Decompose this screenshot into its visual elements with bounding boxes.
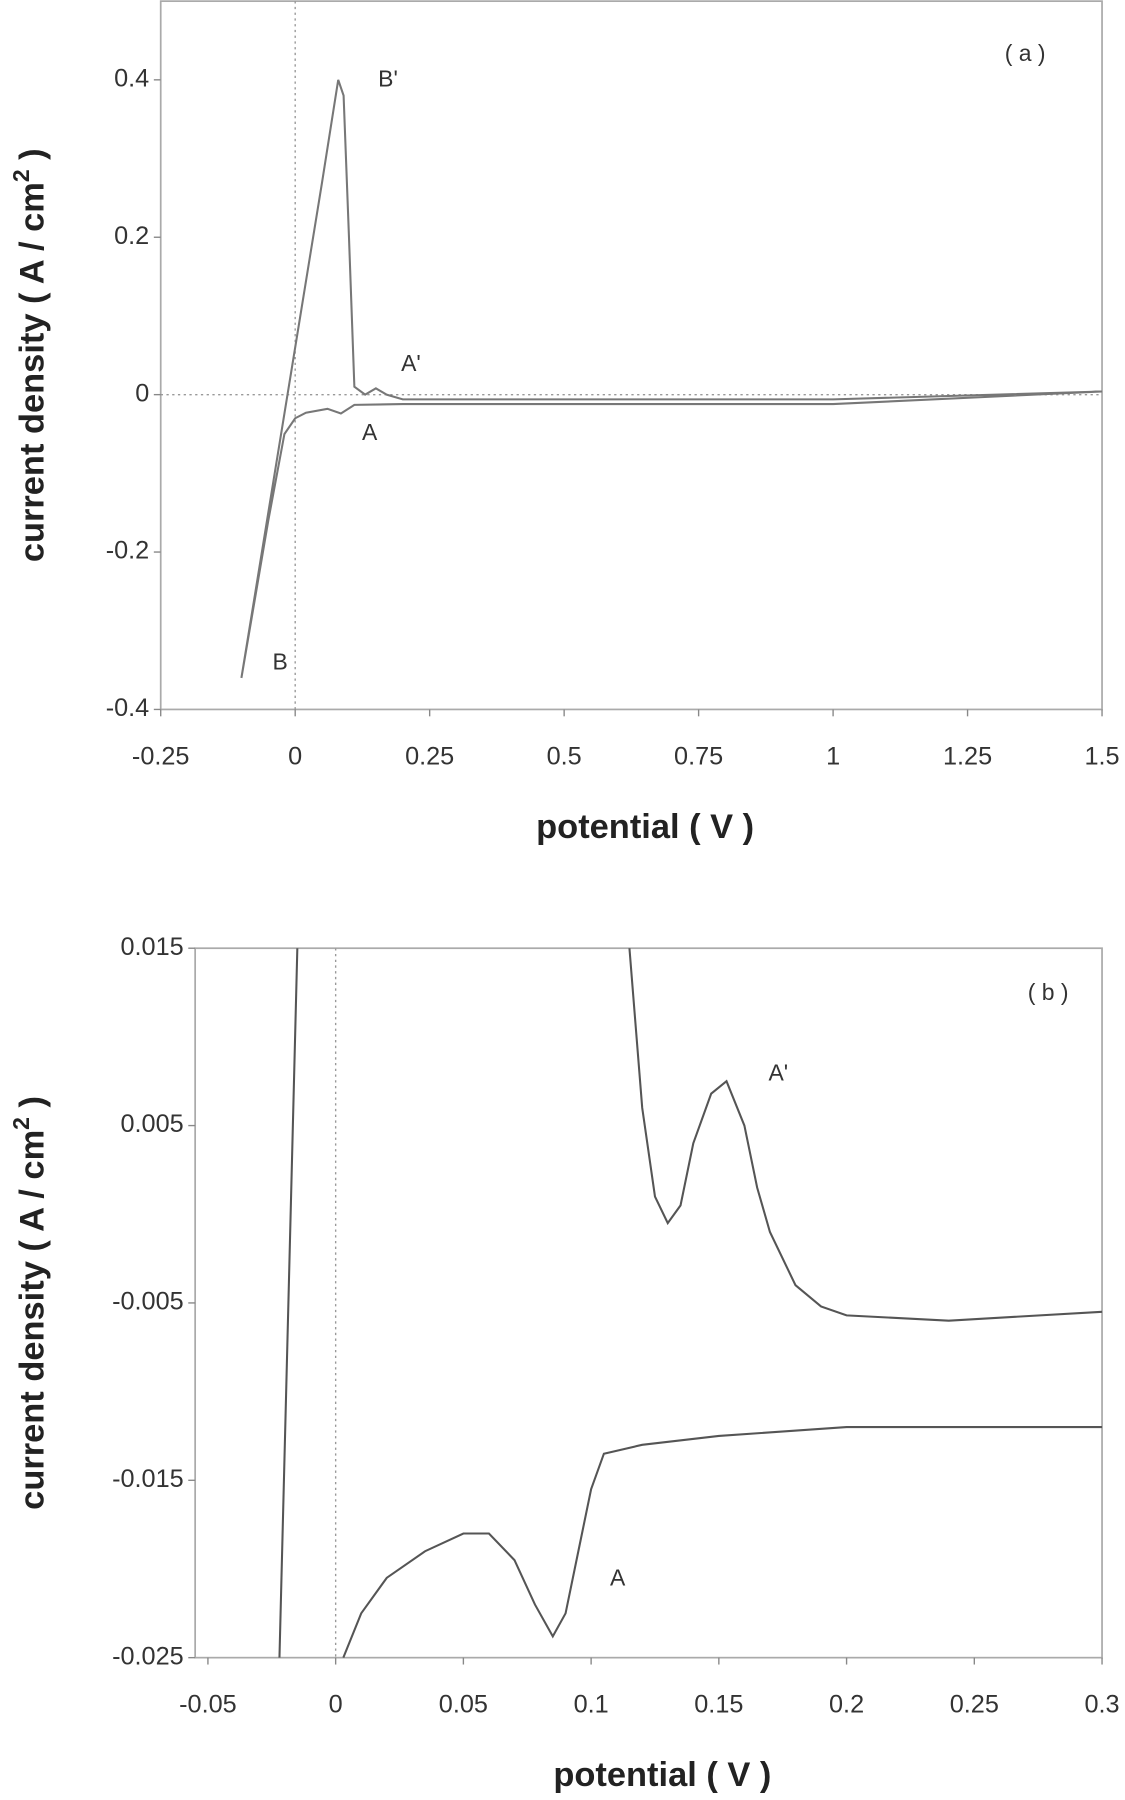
y-tick-label: -0.4 <box>106 694 150 722</box>
x-tick-label: 0.5 <box>547 742 582 770</box>
x-tick-label: 0.75 <box>674 742 723 770</box>
plot-frame <box>194 947 1103 1659</box>
y-tick-label: 0 <box>135 379 149 407</box>
y-tick-label: -0.005 <box>112 1288 184 1316</box>
data-line <box>278 948 1103 1659</box>
y-axis-label-end: ) <box>14 148 52 169</box>
x-tick-label: 0 <box>288 742 302 770</box>
y-axis-label-main: current density ( A / cm <box>14 182 52 562</box>
y-axis-label: current density ( A / cm2 ) <box>8 1096 52 1510</box>
data-line <box>240 79 1103 679</box>
x-tick-label: 1.5 <box>1084 742 1119 770</box>
y-tick-label: 0.005 <box>120 1110 183 1138</box>
annotation: B <box>272 649 287 675</box>
y-tick-label: -0.015 <box>112 1465 184 1493</box>
annotation: ( b ) <box>1028 979 1069 1005</box>
x-tick-label: 0.1 <box>574 1691 609 1719</box>
y-tick-label: 0.2 <box>114 222 149 250</box>
x-axis-label: potential ( V ) <box>553 1756 771 1794</box>
plot-frame <box>159 0 1103 711</box>
annotation: A <box>610 1565 626 1591</box>
y-tick-label: 0.4 <box>114 65 149 93</box>
annotation: A <box>362 419 378 445</box>
annotation: A' <box>768 1060 788 1086</box>
x-tick-label: 1 <box>826 742 840 770</box>
x-tick-label: -0.05 <box>179 1691 237 1719</box>
x-tick-label: -0.25 <box>132 742 190 770</box>
y-axis-label-main: current density ( A / cm <box>14 1130 52 1510</box>
x-tick-label: 0 <box>329 1691 343 1719</box>
x-tick-label: 0.3 <box>1084 1691 1119 1719</box>
y-tick-label: -0.025 <box>112 1642 184 1670</box>
y-tick-label: 0.015 <box>120 933 183 961</box>
annotation: A' <box>401 350 421 376</box>
y-axis-label-end: ) <box>14 1096 52 1117</box>
y-tick-label: -0.2 <box>106 537 150 565</box>
x-tick-label: 0.25 <box>405 742 454 770</box>
x-tick-label: 0.2 <box>829 1691 864 1719</box>
y-axis-label: current density ( A / cm2 ) <box>8 148 52 562</box>
y-axis-label-sup: 2 <box>8 169 34 182</box>
x-tick-label: 0.25 <box>950 1691 999 1719</box>
annotation: ( a ) <box>1005 40 1046 66</box>
annotation: B' <box>378 65 398 91</box>
x-tick-label: 0.15 <box>694 1691 743 1719</box>
x-tick-label: 1.25 <box>943 742 992 770</box>
x-axis-label: potential ( V ) <box>536 808 754 846</box>
y-axis-label-sup: 2 <box>8 1117 34 1130</box>
x-tick-label: 0.05 <box>439 1691 488 1719</box>
